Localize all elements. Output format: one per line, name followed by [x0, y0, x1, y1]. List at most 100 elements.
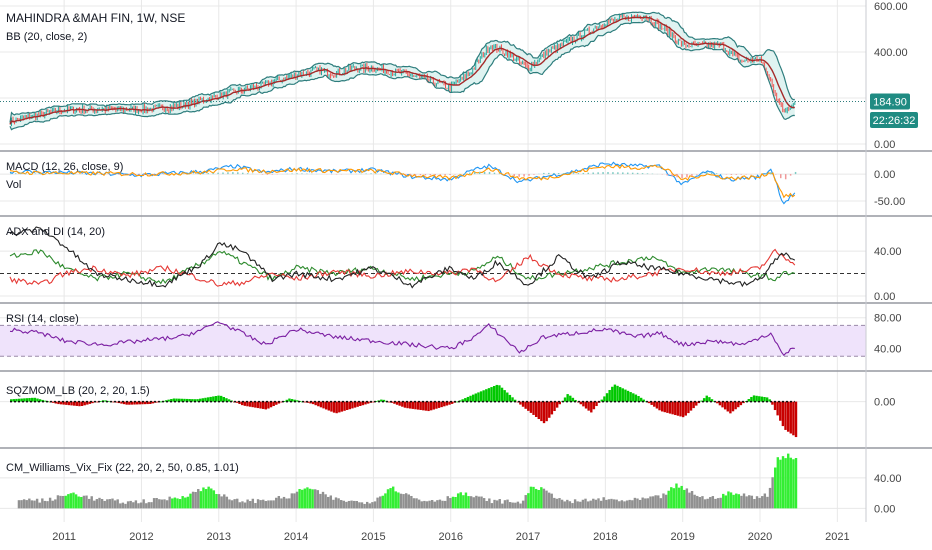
histogram-bar — [411, 401, 414, 409]
adx-pane[interactable]: ADX and DI (14, 20) — [0, 226, 866, 289]
histogram-bar — [59, 401, 63, 405]
macd-hist-bar — [424, 174, 427, 176]
macd-hist-bar — [533, 174, 535, 175]
histogram-bar — [178, 499, 182, 509]
histogram-bar — [660, 401, 664, 412]
histogram-bar — [516, 401, 519, 403]
histogram-bar — [359, 401, 362, 406]
histogram-bar — [437, 401, 441, 408]
histogram-bar — [412, 498, 416, 509]
histogram-bar — [116, 499, 119, 509]
histogram-bar — [651, 496, 655, 509]
histogram-bar — [742, 493, 746, 509]
histogram-bar — [726, 401, 729, 412]
histogram-bar — [69, 493, 73, 509]
histogram-bar — [381, 495, 384, 509]
histogram-bar — [503, 500, 507, 509]
histogram-bar — [545, 490, 548, 509]
price-pane[interactable] — [0, 0, 866, 522]
histogram-bar — [639, 397, 643, 402]
macd-hist-bar — [153, 174, 155, 175]
histogram-bar — [555, 498, 559, 509]
histogram-bar — [254, 401, 257, 408]
macd-pane[interactable]: MACD (12, 26, close, 9) Vol — [6, 161, 797, 205]
histogram-bar — [690, 491, 694, 509]
indicator-line — [9, 164, 796, 199]
vix-fix-pane[interactable]: CM_Williams_Vix_Fix (22, 20, 2, 50, 0.85… — [6, 453, 798, 509]
histogram-bar — [406, 401, 409, 409]
histogram-bar — [763, 397, 766, 402]
histogram-bar — [555, 401, 559, 408]
histogram-bar — [86, 401, 89, 405]
histogram-bar — [706, 498, 709, 509]
macd-hist-bar — [483, 171, 486, 175]
histogram-bar — [768, 399, 771, 402]
histogram-bar — [430, 500, 434, 509]
histogram-bar — [763, 493, 767, 509]
macd-hist-bar — [523, 174, 525, 177]
histogram-bar — [662, 493, 665, 509]
macd-hist-bar — [636, 172, 639, 175]
histogram-bar — [500, 387, 504, 402]
histogram-bar — [654, 495, 657, 509]
histogram-bar — [683, 489, 686, 509]
histogram-bar — [487, 388, 491, 402]
histogram-bar — [685, 488, 689, 509]
histogram-bar — [246, 499, 249, 509]
macd-hist-bar — [429, 174, 432, 176]
macd-hist-bar — [237, 172, 239, 175]
histogram-bar — [152, 498, 156, 509]
countdown-value: 22:26:32 — [873, 115, 916, 127]
histogram-bar — [477, 392, 480, 402]
histogram-bar — [269, 401, 273, 408]
histogram-bar — [513, 399, 517, 402]
histogram-bar — [209, 396, 212, 402]
histogram-bar — [450, 401, 454, 404]
histogram-bar — [563, 501, 566, 509]
macd-hist-bar — [780, 174, 782, 179]
histogram-bar — [664, 494, 668, 509]
histogram-bar — [54, 499, 57, 509]
histogram-bar — [653, 401, 656, 407]
histogram-bar — [616, 385, 619, 402]
macd-hist-bar — [493, 172, 496, 175]
histogram-bar — [592, 498, 595, 509]
histogram-bar — [210, 488, 213, 509]
histogram-bar — [495, 384, 498, 402]
histogram-bar — [372, 401, 375, 403]
histogram-bar — [147, 502, 151, 509]
histogram-bar — [135, 401, 139, 405]
rsi-pane[interactable]: RSI (14, close) — [0, 313, 866, 357]
macd-hist-bar — [696, 174, 698, 175]
histogram-bar — [122, 401, 126, 405]
histogram-bar — [550, 493, 553, 509]
histogram-bar — [38, 502, 41, 509]
histogram-bar — [724, 495, 728, 509]
histogram-bar — [364, 401, 367, 405]
histogram-bar — [397, 492, 400, 509]
histogram-bar — [597, 498, 600, 509]
histogram-bar — [467, 496, 470, 509]
histogram-bar — [339, 500, 343, 509]
histogram-bar — [181, 496, 184, 509]
histogram-bar — [246, 401, 249, 407]
histogram-bar — [303, 401, 307, 403]
histogram-bar — [711, 496, 715, 509]
histogram-bar — [197, 489, 200, 509]
histogram-bar — [83, 401, 86, 406]
histogram-bar — [256, 401, 260, 409]
histogram-bar — [128, 401, 131, 405]
histogram-bar — [649, 496, 652, 509]
macd-hist-bar — [705, 171, 708, 175]
histogram-bar — [100, 498, 104, 509]
histogram-bar — [389, 488, 392, 509]
histogram-bar — [620, 500, 624, 509]
sqzmom-pane[interactable]: SQZMOM_LB (20, 2, 20, 1.5) — [6, 384, 798, 438]
histogram-bar — [251, 401, 254, 408]
histogram-bar — [655, 401, 659, 409]
macd-hist-bar — [222, 172, 224, 175]
histogram-bar — [327, 401, 330, 411]
histogram-bar — [482, 390, 485, 402]
histogram-bar — [170, 399, 173, 402]
histogram-bar — [324, 494, 327, 509]
